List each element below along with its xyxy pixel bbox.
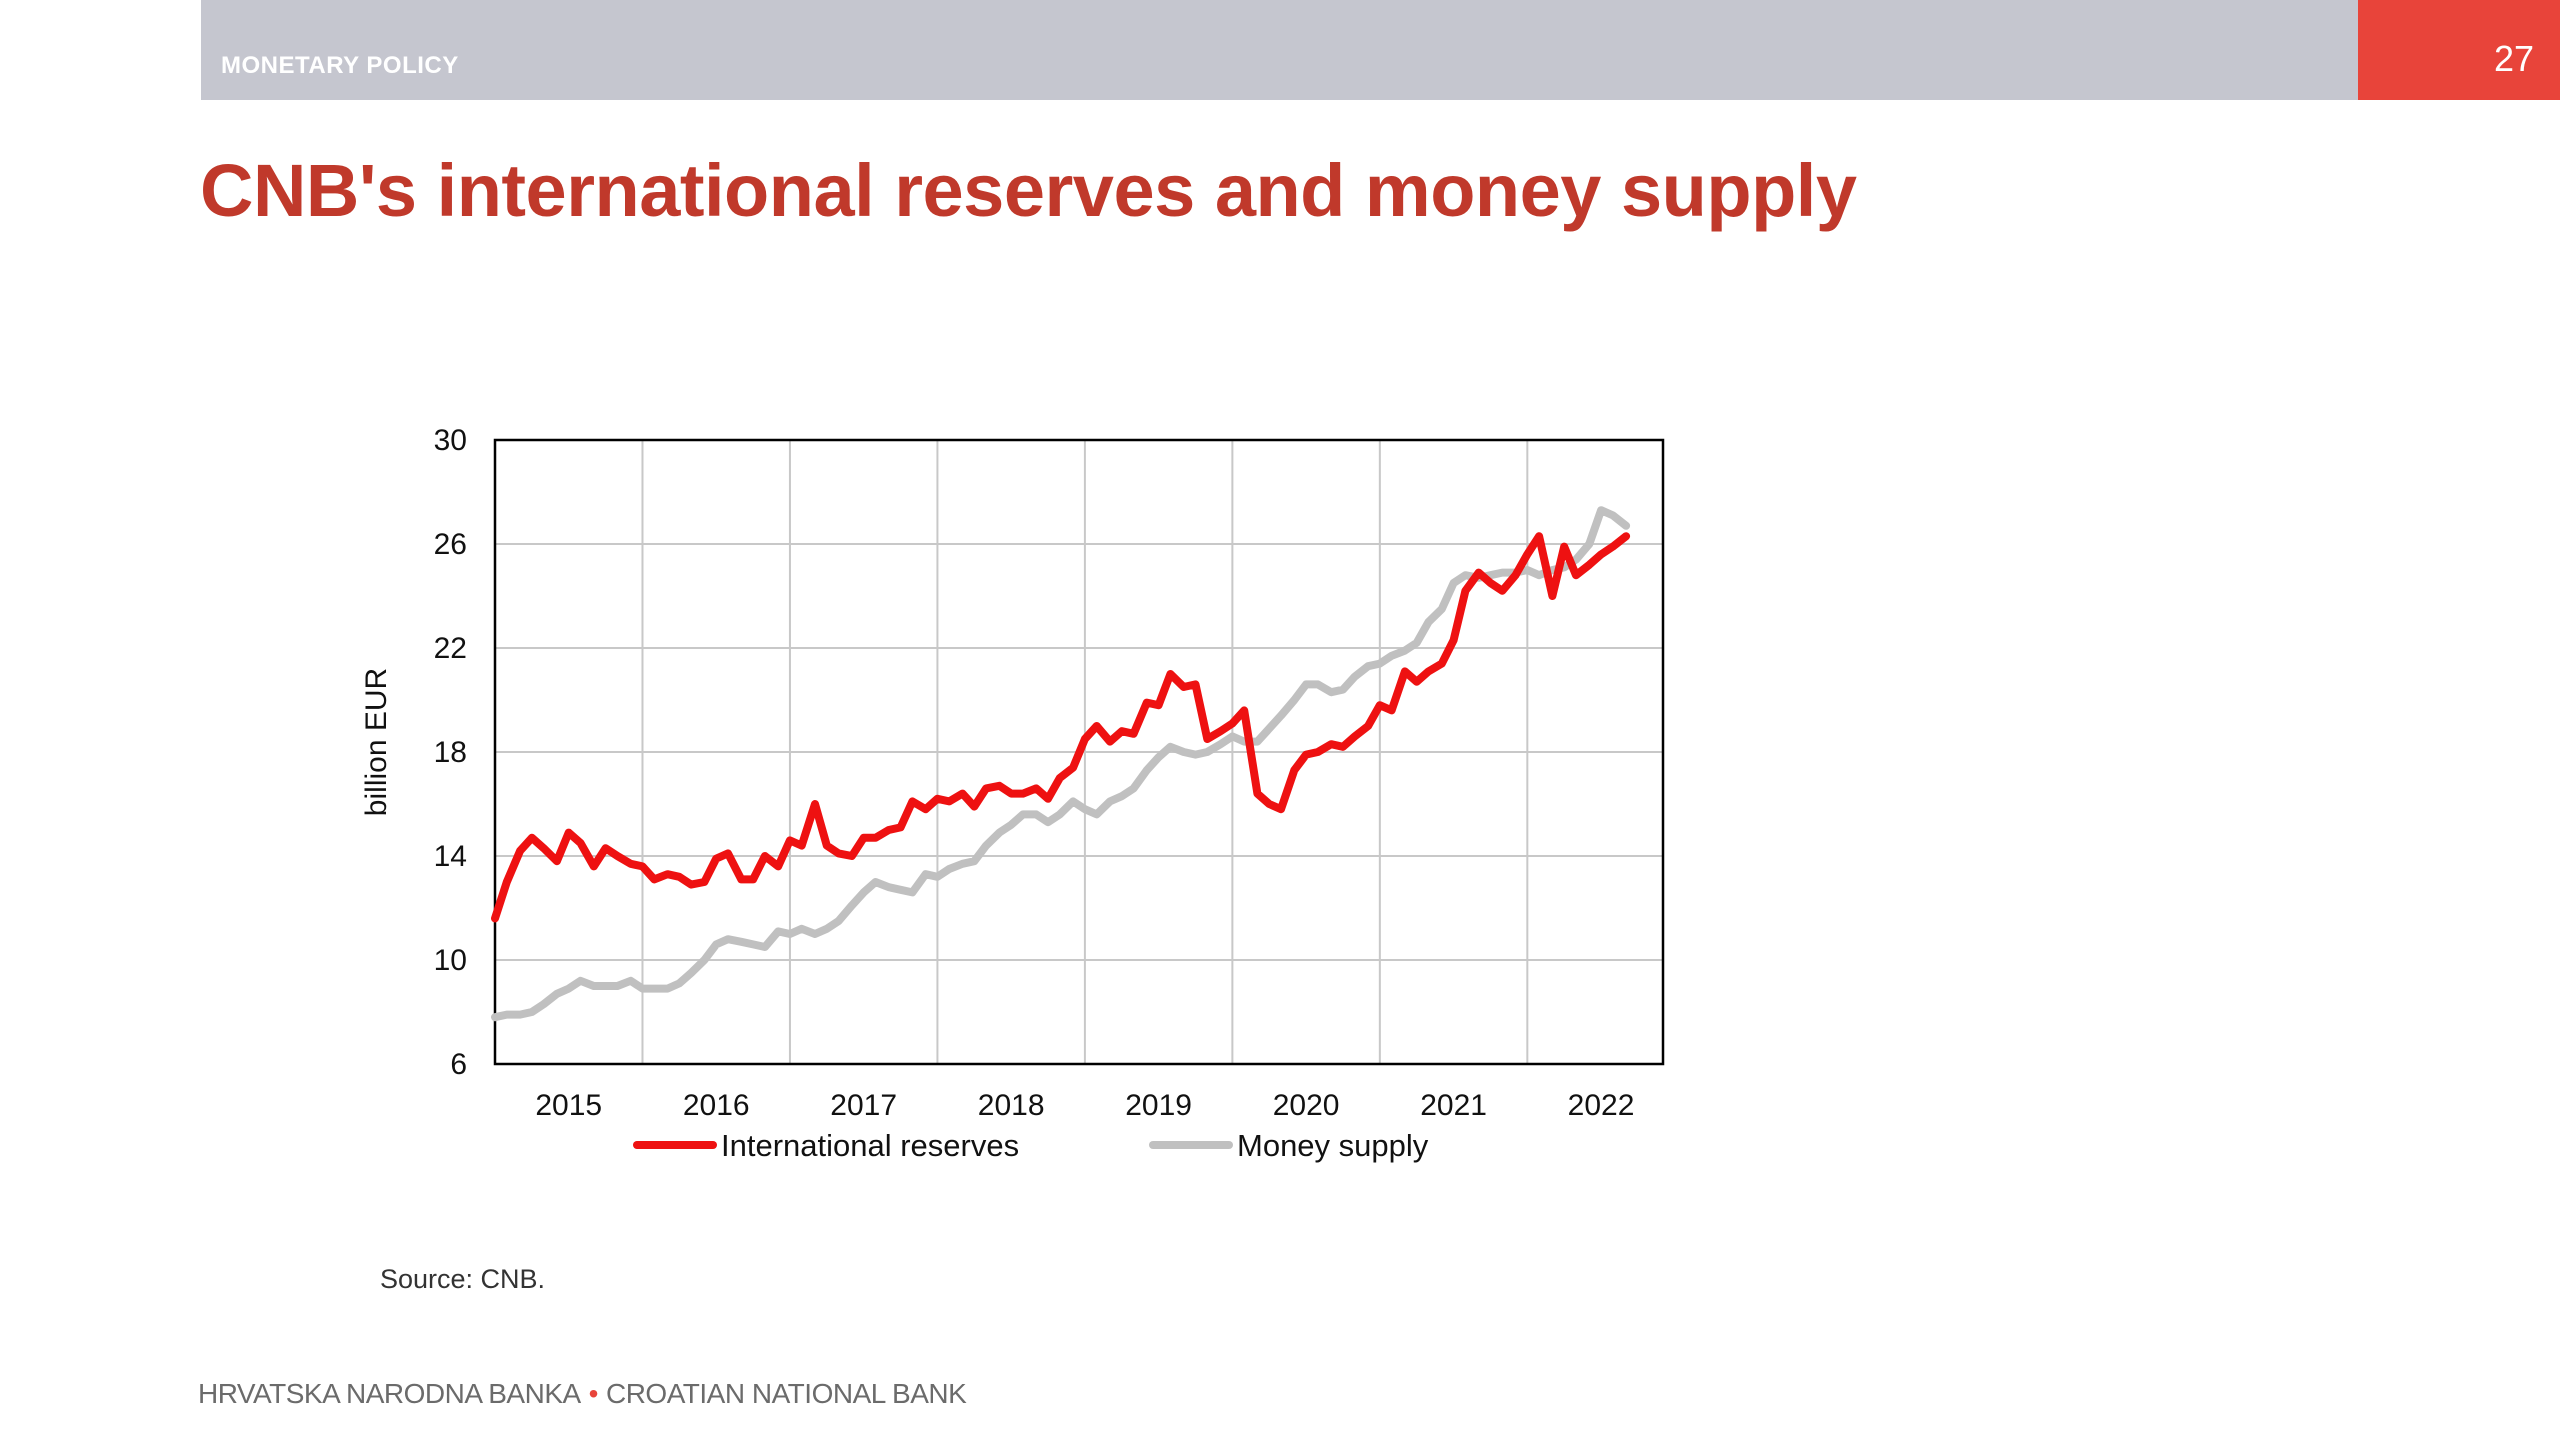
series-line-money-supply xyxy=(491,506,1631,1022)
source-note: Source: CNB. xyxy=(380,1264,546,1294)
x-tick-label: 2020 xyxy=(1273,1089,1340,1122)
plot-frame xyxy=(493,438,1665,1066)
footer-separator: • xyxy=(588,1378,599,1409)
x-tick-label: 2019 xyxy=(1125,1089,1192,1122)
legend-label: International reserves xyxy=(721,1128,1019,1163)
series-lines xyxy=(491,506,1631,1022)
page-number-box: 27 xyxy=(2358,0,2560,100)
x-axis-ticks: 2015 2016 2017 2018 2019 2020 2021 2022 xyxy=(535,1089,1634,1122)
x-tick-label: 2015 xyxy=(535,1089,602,1122)
slide-title: CNB's international reserves and money s… xyxy=(200,149,1857,232)
y-tick-label: 18 xyxy=(434,736,467,769)
y-tick-label: 30 xyxy=(434,424,467,457)
footer-right: CROATIAN NATIONAL BANK xyxy=(605,1378,967,1409)
section-label: MONETARY POLICY xyxy=(221,52,459,79)
header-bar xyxy=(201,0,2360,100)
x-tick-label: 2018 xyxy=(978,1089,1045,1122)
footer-left: HRVATSKA NARODNA BANKA xyxy=(198,1378,581,1409)
y-tick-label: 26 xyxy=(434,528,467,561)
x-tick-label: 2016 xyxy=(683,1089,750,1122)
series-line-international-reserves xyxy=(491,532,1631,923)
legend-label: Money supply xyxy=(1237,1128,1429,1163)
page-number: 27 xyxy=(2493,38,2534,79)
footer-text: HRVATSKA NARODNA BANKA • CROATIAN NATIONAL… xyxy=(198,1378,967,1410)
x-tick-label: 2021 xyxy=(1420,1089,1487,1122)
y-axis-ticks: 6 10 14 18 22 26 30 xyxy=(434,424,467,1081)
y-tick-label: 14 xyxy=(434,840,467,873)
x-tick-label: 2017 xyxy=(830,1089,897,1122)
legend: International reserves Money supply xyxy=(633,1128,1429,1163)
y-tick-label: 6 xyxy=(450,1048,467,1081)
x-tick-label: 2022 xyxy=(1568,1089,1635,1122)
y-axis-title: billion EUR xyxy=(360,668,393,816)
y-tick-label: 10 xyxy=(434,944,467,977)
y-tick-label: 22 xyxy=(434,632,467,665)
